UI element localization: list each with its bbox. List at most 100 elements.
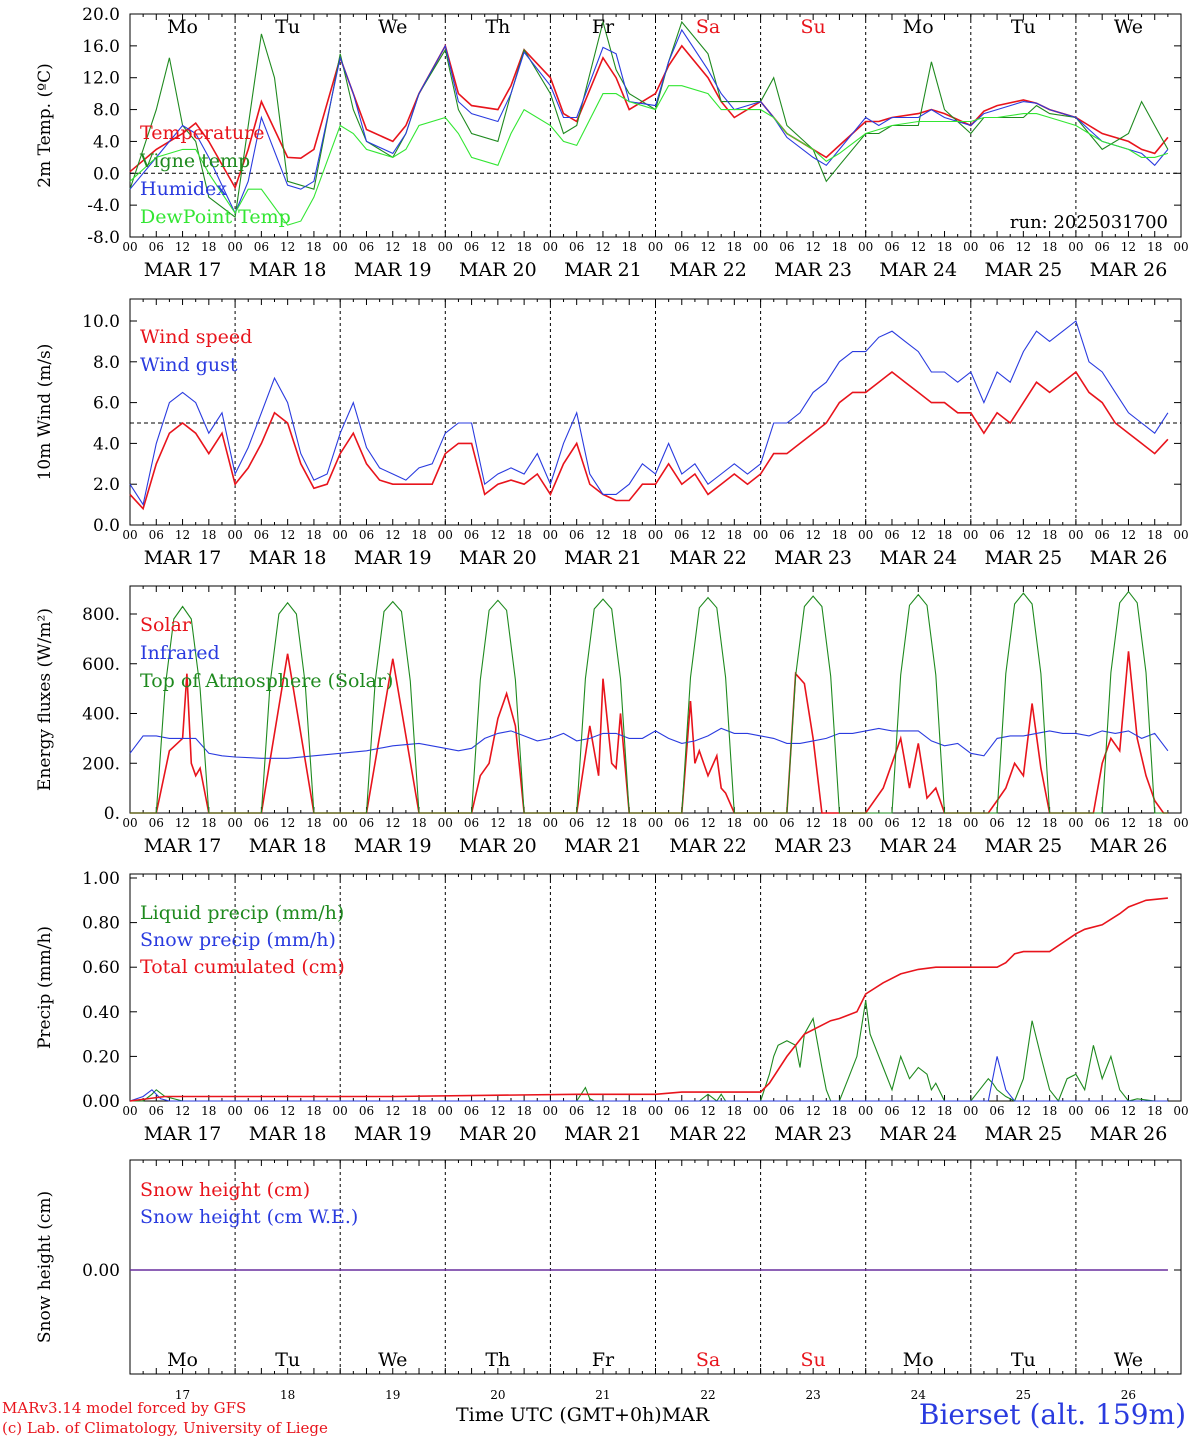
- hour-tick-label: 12: [1016, 816, 1031, 830]
- series-line-infrared: [129, 727, 1169, 759]
- day-number-label: 21: [595, 1388, 610, 1402]
- hour-tick-label: 18: [937, 816, 952, 830]
- date-label: MAR 17: [144, 259, 222, 281]
- date-label: MAR 18: [249, 259, 327, 281]
- hour-tick-label: 12: [175, 816, 190, 830]
- hour-tick-label: 12: [1016, 528, 1031, 542]
- series-line-temperature: [129, 43, 1169, 190]
- hour-tick-label: 00: [963, 240, 978, 254]
- hour-tick-label: 12: [700, 1104, 715, 1118]
- hour-tick-label: 00: [1173, 816, 1188, 830]
- legend-label: Snow precip (mm/h): [140, 929, 336, 951]
- y-axis-label: Precip (mm/h): [35, 926, 55, 1049]
- date-label: MAR 23: [774, 1123, 852, 1145]
- hour-tick-label: 12: [280, 1104, 295, 1118]
- date-label: MAR 26: [1090, 835, 1168, 857]
- hour-tick-label: 06: [359, 1104, 374, 1118]
- y-tick-label: 800.: [82, 605, 120, 625]
- date-label: MAR 26: [1090, 1123, 1168, 1145]
- hour-tick-label: 00: [227, 1104, 242, 1118]
- date-label: MAR 24: [879, 1123, 957, 1145]
- date-label: MAR 24: [879, 835, 957, 857]
- date-label: MAR 24: [879, 259, 957, 281]
- hour-tick-label: 06: [884, 1104, 899, 1118]
- hour-tick-label: 00: [753, 240, 768, 254]
- legend-label: Wind gust: [140, 354, 238, 376]
- series-line-snow-precip-mm-h-: [129, 1056, 1168, 1102]
- panel-frame: [129, 13, 1182, 238]
- hour-tick-label: 06: [254, 1104, 269, 1118]
- hour-tick-label: 06: [464, 1104, 479, 1118]
- hour-tick-label: 18: [1042, 1104, 1057, 1118]
- hour-tick-label: 12: [700, 816, 715, 830]
- y-tick-label: 4.0: [93, 434, 120, 454]
- y-tick-label: 16.0: [82, 37, 120, 57]
- hour-tick-label: 18: [937, 1104, 952, 1118]
- legend-label: Snow height (cm): [140, 1179, 310, 1201]
- hour-tick-label: 18: [1147, 240, 1162, 254]
- hour-tick-label: 12: [175, 528, 190, 542]
- hour-tick-label: 18: [937, 528, 952, 542]
- hour-tick-label: 06: [779, 528, 794, 542]
- y-tick-label: 200.: [82, 754, 120, 774]
- hour-tick-label: 18: [832, 528, 847, 542]
- hour-tick-label: 00: [858, 240, 873, 254]
- hour-tick-label: 18: [516, 240, 531, 254]
- station-label: Bierset (alt. 159m): [918, 1398, 1186, 1431]
- hour-tick-label: 12: [1121, 816, 1136, 830]
- hour-tick-label: 06: [989, 240, 1004, 254]
- hour-tick-label: 18: [937, 240, 952, 254]
- y-tick-label: 8.0: [93, 101, 120, 121]
- hour-tick-label: 18: [306, 816, 321, 830]
- hour-tick-label: 06: [254, 816, 269, 830]
- hour-tick-label: 06: [884, 528, 899, 542]
- hour-tick-label: 12: [806, 528, 821, 542]
- lab-credit-line: (c) Lab. of Climatology, University of L…: [2, 1419, 328, 1437]
- hour-tick-label: 06: [779, 816, 794, 830]
- hour-tick-label: 12: [806, 1104, 821, 1118]
- hour-tick-label: 00: [122, 528, 137, 542]
- date-label: MAR 23: [774, 259, 852, 281]
- hour-tick-label: 00: [227, 528, 242, 542]
- hour-tick-label: 18: [201, 816, 216, 830]
- date-label: MAR 25: [984, 259, 1062, 281]
- panel-energy: 800. 600. 400. 200. 0. Energy fluxes (W/m²) 00…: [35, 585, 1189, 857]
- date-label: MAR 17: [144, 1123, 222, 1145]
- hour-tick-label: 00: [963, 528, 978, 542]
- date-label: MAR 18: [249, 835, 327, 857]
- hour-tick-label: 18: [727, 1104, 742, 1118]
- hour-tick-label: 12: [490, 528, 505, 542]
- date-label: MAR 17: [144, 835, 222, 857]
- hour-tick-label: 12: [806, 240, 821, 254]
- hour-tick-label: 00: [333, 528, 348, 542]
- y-tick-label: 12.0: [82, 69, 120, 89]
- hour-tick-label: 18: [516, 528, 531, 542]
- day-number-label: 22: [700, 1388, 715, 1402]
- hour-tick-label: 12: [280, 528, 295, 542]
- legend-label: Snow height (cm W.E.): [140, 1206, 358, 1228]
- y-tick-label: 400.: [82, 705, 120, 725]
- weekday-label-bottom: Tu: [1011, 1349, 1036, 1371]
- hour-tick-label: 00: [543, 816, 558, 830]
- day-number-label: 26: [1121, 1388, 1136, 1402]
- hour-tick-label: 18: [411, 240, 426, 254]
- hour-tick-label: 00: [543, 528, 558, 542]
- hour-tick-label: 12: [911, 528, 926, 542]
- hour-tick-label: 18: [622, 240, 637, 254]
- hour-tick-label: 18: [516, 1104, 531, 1118]
- date-label: MAR 22: [669, 1123, 747, 1145]
- y-tick-label: 0.60: [82, 958, 120, 978]
- hour-tick-label: 18: [622, 816, 637, 830]
- hour-tick-label: 06: [149, 816, 164, 830]
- hour-tick-label: 12: [700, 240, 715, 254]
- hour-tick-label: 06: [464, 240, 479, 254]
- hour-tick-label: 06: [989, 816, 1004, 830]
- hour-tick-label: 12: [385, 1104, 400, 1118]
- hour-tick-label: 00: [858, 528, 873, 542]
- date-label: MAR 24: [879, 547, 957, 569]
- hour-tick-label: 18: [1042, 528, 1057, 542]
- hour-tick-label: 00: [1068, 1104, 1083, 1118]
- series-line-wind-gust: [129, 320, 1169, 507]
- hour-tick-label: 12: [490, 1104, 505, 1118]
- legend-label: Vigne temp: [139, 150, 250, 172]
